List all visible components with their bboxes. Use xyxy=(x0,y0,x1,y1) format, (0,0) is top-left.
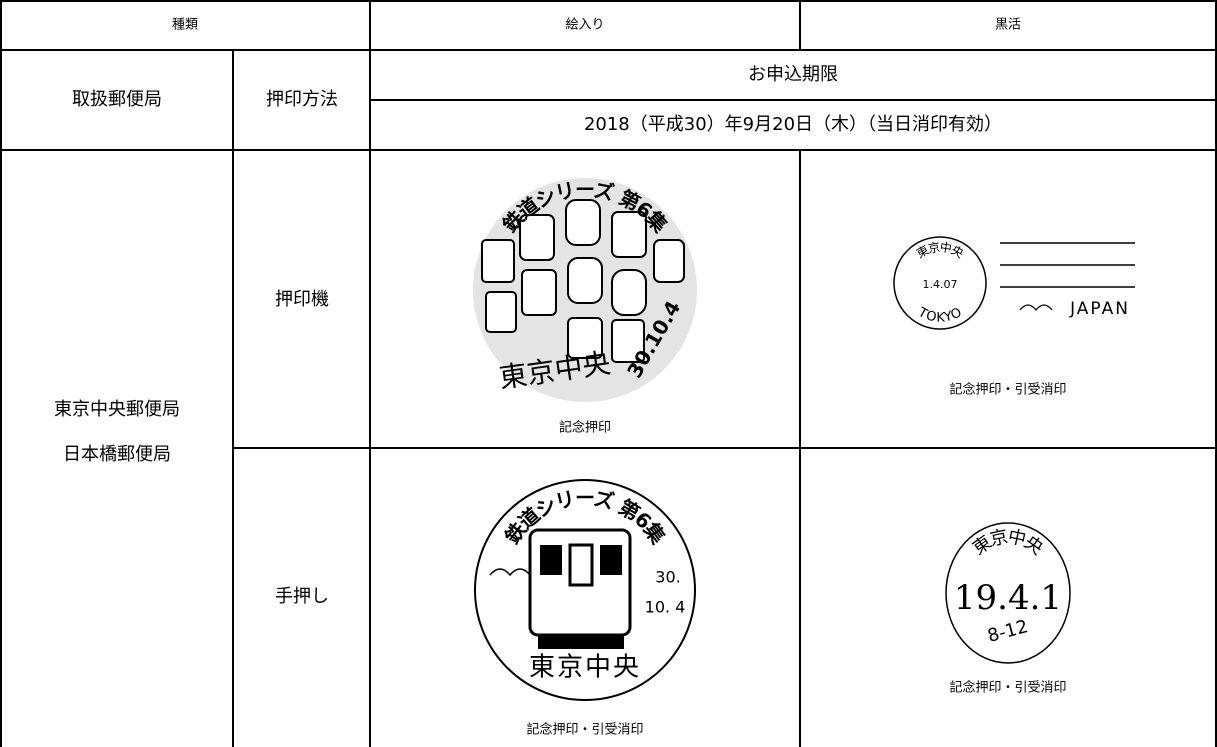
caption: 記念押印・引受消印 xyxy=(949,680,1066,696)
pictorial-stamp: 鉄道シリーズ 第6集 30. 10. 4 東京中央 xyxy=(474,479,696,701)
stamp-text: 1.4.07 xyxy=(923,278,958,291)
office-label: 取扱郵便局 xyxy=(72,89,162,110)
stamp-text: JAPAN xyxy=(1069,299,1130,319)
stamp-text: 東京中央 xyxy=(914,239,966,261)
caption: 記念押印・引受消印 xyxy=(526,722,643,738)
stamp-text: 東京中央 xyxy=(529,653,641,683)
method-label: 押印方法 xyxy=(266,89,338,110)
office: 東京中央郵便局 xyxy=(54,399,180,420)
header-cell: 絵入り xyxy=(565,18,604,33)
method: 手押し xyxy=(275,586,329,607)
header-cell: 種類 xyxy=(172,17,198,33)
method: 押印機 xyxy=(275,289,329,310)
svg-text:東京中央: 東京中央 xyxy=(969,526,1047,559)
svg-text:東京中央: 東京中央 xyxy=(914,239,966,261)
black-stamp: 東京中央 19.4.1 8-12 xyxy=(945,522,1071,664)
stamp-text: TOKYO xyxy=(915,304,964,325)
black-stamp: 東京中央 1.4.07 TOKYO JAPAN xyxy=(893,236,1135,330)
header-cell: 黒活 xyxy=(995,18,1021,33)
caption: 記念押印・引受消印 xyxy=(949,382,1066,398)
stamp-text: 30. xyxy=(655,568,680,587)
stamp-text: 東京中央 xyxy=(969,526,1047,559)
stamp-text: 8-12 xyxy=(985,616,1030,647)
caption: 記念押印 xyxy=(559,420,611,436)
office: 日本橋郵便局 xyxy=(63,444,171,465)
stamp-text: 10. 4 xyxy=(645,598,686,617)
deadline: 2018（平成30）年9月20日（木）（当日消印有効） xyxy=(584,114,1002,135)
stamp-text: 19.4.1 xyxy=(954,578,1062,618)
deadline-label: お申込期限 xyxy=(748,64,838,85)
svg-text:TOKYO: TOKYO xyxy=(915,304,964,325)
pictorial-stamp: 鉄道シリーズ 第6集 東京中央 30.10.4 xyxy=(473,177,697,402)
